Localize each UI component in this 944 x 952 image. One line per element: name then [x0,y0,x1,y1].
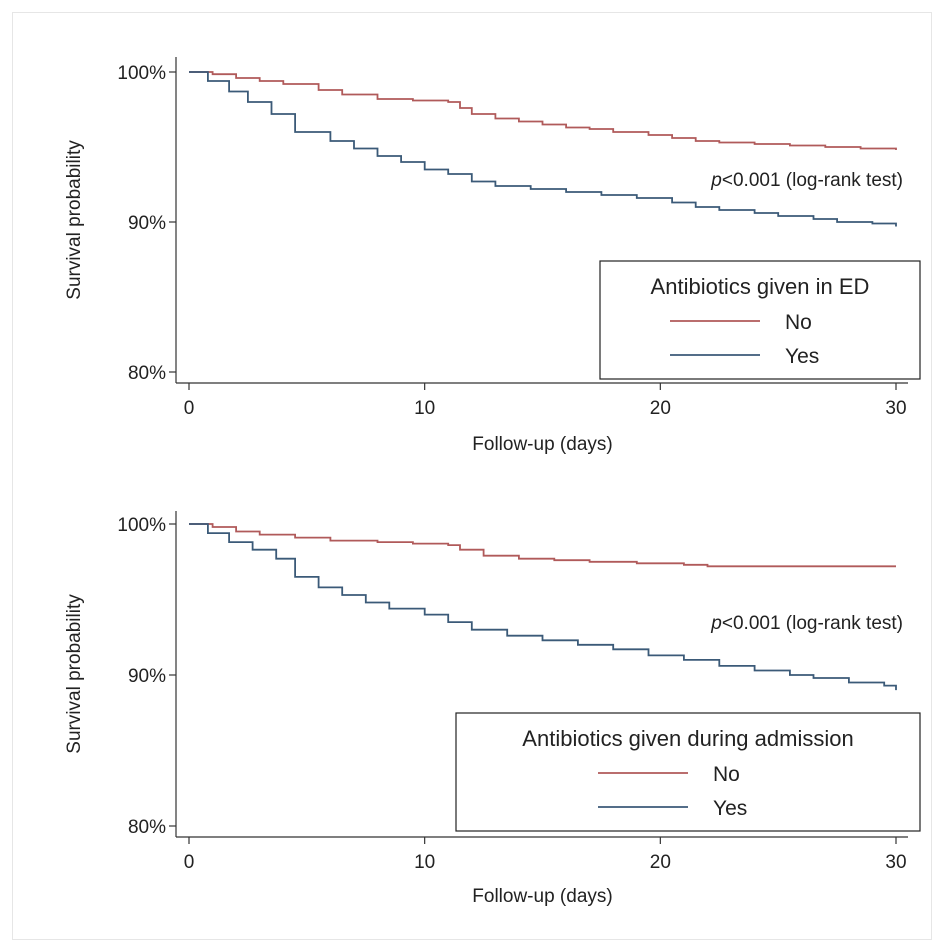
log-rank-annotation: p<0.001 (log-rank test) [710,613,903,634]
series-line-yes [189,523,897,691]
x-tick-label: 30 [885,398,906,419]
chart-panel-1: 80% 90% 100% 0 10 20 30 Follow-up (days) Surviva… [64,57,921,455]
chart-panel-2: 80% 90% 100% 0 10 20 30 Follow-up (days) Surviva… [64,511,921,907]
y-tick-label: 90% [128,666,166,687]
annotation-italic-p: p [710,170,722,191]
x-tick-label: 0 [184,852,195,873]
annotation-text: <0.001 (log-rank test) [722,170,903,191]
annotation-text: <0.001 (log-rank test) [722,613,903,634]
y-tick-label: 100% [117,515,166,536]
legend-box [455,712,921,832]
y-tick-label: 100% [117,63,166,84]
legend-box [599,260,921,380]
x-tick-label: 20 [650,852,671,873]
log-rank-annotation: p<0.001 (log-rank test) [710,170,903,191]
legend-title: Antibiotics given during admission [522,726,853,751]
x-axis-label: Follow-up (days) [472,434,612,455]
x-tick-label: 20 [650,398,671,419]
legend-title: Antibiotics given in ED [651,274,870,299]
x-tick-label: 10 [414,398,435,419]
y-tick-label: 90% [128,213,166,234]
y-tick-label: 80% [128,817,166,838]
series-line-no [189,523,896,568]
legend-entry-no: No [785,311,812,334]
y-axis-label: Survival probability [64,594,85,754]
x-tick-label: 0 [184,398,195,419]
series-line-yes [189,71,897,227]
x-tick-label: 10 [414,852,435,873]
x-tick-label: 30 [885,852,906,873]
series-line-no [189,71,897,150]
y-axis-label: Survival probability [64,140,85,300]
legend-entry-yes: Yes [713,797,747,820]
y-tick-label: 80% [128,363,166,384]
annotation-italic-p: p [710,613,722,634]
legend-entry-no: No [713,763,740,786]
legend-entry-yes: Yes [785,345,819,368]
x-axis-label: Follow-up (days) [472,886,612,907]
